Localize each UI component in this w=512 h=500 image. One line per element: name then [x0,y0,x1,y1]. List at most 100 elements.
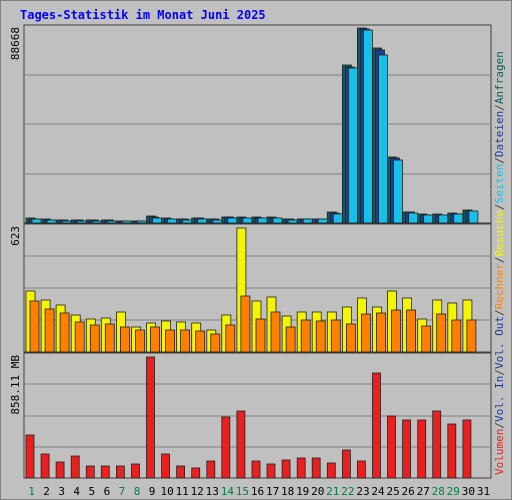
bar-rechner-day-9 [150,326,160,353]
right-legend-entry: / [493,203,506,210]
bar-rechner-day-7 [120,326,130,353]
x-tick-label: 17 [266,485,279,498]
x-tick-label: 23 [356,485,369,498]
right-legend-entry: Besuche [493,210,506,256]
right-legend-entry: / [493,256,506,263]
bar-volumen-day-24 [372,372,381,479]
bar-seiten-day-13 [212,219,223,224]
panel-volume-max-label: 858.11 MB [9,355,22,415]
bar-volumen-day-5 [85,465,95,479]
bar-volumen-day-27 [417,419,427,479]
bar-rechner-day-30 [466,319,477,353]
bar-rechner-day-4 [74,321,85,353]
bar-seiten-day-23 [362,29,373,224]
bar-seiten-day-18 [287,219,298,224]
bar-seiten-day-22 [347,67,358,224]
bar-volumen-day-7 [116,465,125,479]
bar-rechner-day-14 [225,324,236,353]
bar-rechner-day-12 [195,330,206,353]
right-legend-entry: Vol. Out [493,316,506,369]
right-legend-entry: / [493,422,506,429]
bar-volumen-day-28 [432,410,442,479]
bar-rechner-day-20 [315,320,326,353]
bar-volumen-day-17 [266,463,276,479]
bar-volumen-day-16 [251,460,261,479]
bar-seiten-day-17 [272,217,283,224]
bar-volumen-day-21 [326,462,336,479]
bar-volumen-day-14 [221,416,231,479]
bar-volumen-day-18 [281,459,291,479]
bar-seiten-day-29 [453,213,464,224]
chart-title: Tages-Statistik im Monat Juni 2025 [20,8,266,22]
bar-rechner-day-25 [391,309,401,353]
bar-rechner-day-15 [240,295,251,353]
x-tick-label: 13 [206,485,219,498]
bar-rechner-day-13 [210,333,221,353]
right-legend-entry: / [493,309,506,316]
x-tick-label: 27 [417,485,430,498]
x-tick-label: 11 [176,485,189,498]
bar-seiten-day-3 [61,220,72,224]
bar-rechner-day-16 [255,318,266,353]
x-tick-label: 21 [326,485,339,498]
x-tick-label: 9 [149,485,156,498]
bar-rechner-day-8 [135,329,145,353]
x-tick-label: 18 [281,485,294,498]
right-legend-entry: Dateien [493,111,506,157]
bar-volumen-day-10 [161,453,171,479]
right-legend-entry: Vol. In [493,376,506,422]
bar-rechner-day-2 [44,308,55,353]
x-tick-label: 1 [28,485,35,498]
panel-traffic-max-label: 88668 [9,27,22,60]
bar-volumen-day-29 [447,423,457,479]
bar-volumen-day-4 [70,455,80,479]
bar-seiten-day-14 [227,217,238,224]
x-tick-label: 4 [73,485,80,498]
bar-rechner-day-23 [360,313,371,353]
x-tick-label: 3 [58,485,65,498]
panel-visits-max-label: 623 [9,226,22,246]
bar-rechner-day-27 [421,325,432,353]
bar-seiten-day-4 [76,220,87,224]
x-tick-label: 31 [477,485,490,498]
bar-seiten-day-10 [167,218,178,224]
bar-seiten-day-7 [122,220,132,224]
bar-volumen-day-1 [25,434,35,479]
bar-volumen-day-26 [402,419,412,479]
bar-rechner-day-1 [29,300,40,353]
x-tick-label: 29 [447,485,460,498]
bar-rechner-day-26 [406,309,417,353]
x-tick-label: 15 [236,485,249,498]
bar-volumen-day-13 [206,460,216,479]
bar-rechner-day-29 [451,319,462,353]
bar-rechner-day-18 [285,326,296,353]
bar-volumen-day-8 [131,463,140,479]
x-tick-label: 12 [191,485,204,498]
bar-volumen-day-15 [236,410,246,479]
bar-rechner-day-19 [300,319,311,353]
bar-seiten-day-15 [242,217,253,224]
x-tick-label: 22 [341,485,354,498]
bar-seiten-day-5 [91,220,102,224]
bar-rechner-day-6 [104,323,115,353]
bar-volumen-day-19 [296,457,306,479]
bar-seiten-day-27 [423,214,434,224]
bar-volumen-day-22 [341,449,351,479]
bar-volumen-day-12 [191,467,201,479]
bar-volumen-day-3 [55,461,65,479]
right-legend-entry: / [493,104,506,111]
bar-seiten-day-25 [393,159,403,224]
bar-seiten-day-20 [317,218,328,224]
x-tick-label: 26 [401,485,414,498]
right-legend-entry: Rechner [493,263,506,310]
bar-seiten-day-19 [302,218,313,224]
bar-rechner-day-28 [436,313,447,353]
x-tick-label: 28 [432,485,445,498]
right-legend: Volumen/Vol. In/Vol. Out/Rechner/Besuche… [493,51,506,475]
bar-volumen-day-2 [40,453,50,479]
bar-rechner-day-10 [165,329,176,353]
bar-rechner-day-3 [59,312,70,353]
bar-seiten-day-1 [31,218,42,224]
